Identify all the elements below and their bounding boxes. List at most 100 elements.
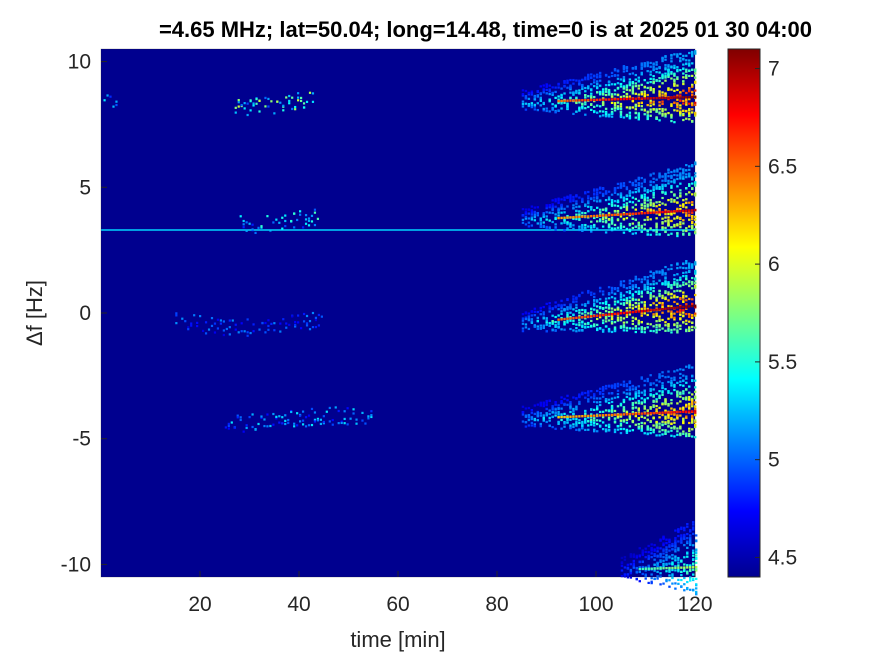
heatmap-cell xyxy=(560,304,563,307)
heatmap-cell xyxy=(628,194,632,197)
heatmap-cell xyxy=(688,421,691,425)
heatmap-cell xyxy=(646,313,649,317)
heatmap-cell xyxy=(613,300,617,303)
heatmap-cell xyxy=(530,93,534,96)
heatmap-cell xyxy=(670,412,673,416)
heatmap-cell xyxy=(566,195,569,198)
heatmap-cell xyxy=(680,560,683,563)
heatmap-cell xyxy=(610,400,614,404)
heatmap-cell xyxy=(625,329,629,332)
heatmap-cell xyxy=(637,385,640,388)
heatmap-cell xyxy=(658,271,661,274)
heatmap-cell xyxy=(619,97,623,101)
heatmap-cell xyxy=(652,181,655,184)
heatmap-cell xyxy=(527,416,531,419)
heatmap-cell xyxy=(578,324,581,327)
heatmap-cell xyxy=(533,424,537,428)
heatmap-cell xyxy=(616,87,620,90)
heatmap-cell xyxy=(610,199,614,202)
heatmap-cell xyxy=(620,564,624,567)
heatmap-cell xyxy=(680,537,683,541)
heatmap-cell xyxy=(545,92,548,95)
heatmap-cell xyxy=(554,213,557,216)
heatmap-cell xyxy=(216,327,220,330)
heatmap-cell xyxy=(279,330,282,333)
heatmap-cell xyxy=(694,113,697,116)
heatmap-cell xyxy=(569,407,572,410)
heatmap-cell xyxy=(691,280,694,284)
heatmap-cell xyxy=(634,396,638,399)
heatmap-cell xyxy=(661,59,664,63)
heatmap-cell xyxy=(655,420,658,424)
heatmap-cell xyxy=(679,407,682,410)
heatmap-cell xyxy=(578,393,581,396)
heatmap-cell xyxy=(649,114,652,117)
heatmap-cell xyxy=(569,303,572,306)
heatmap-cell xyxy=(640,412,643,415)
heatmap-cell xyxy=(575,397,578,400)
heatmap-cell xyxy=(692,544,695,547)
heatmap-cell xyxy=(670,264,673,267)
heatmap-cell xyxy=(655,228,658,231)
heatmap-cell xyxy=(688,111,691,114)
heatmap-cell xyxy=(275,417,278,420)
heatmap-cell xyxy=(610,213,614,217)
heatmap-cell xyxy=(665,551,668,554)
heatmap-cell xyxy=(643,405,646,408)
heatmap-cell xyxy=(691,313,694,317)
heatmap-cell xyxy=(634,73,638,77)
heatmap-cell xyxy=(257,422,260,426)
heatmap-cell xyxy=(628,286,632,289)
heatmap-cell xyxy=(685,260,688,263)
heatmap-cell xyxy=(521,411,525,414)
heatmap-cell xyxy=(587,205,590,208)
heatmap-cell xyxy=(598,214,602,217)
heatmap-cell xyxy=(563,303,566,307)
heatmap-cell xyxy=(694,401,697,404)
heatmap-cell xyxy=(581,291,584,294)
heatmap-cell xyxy=(554,109,557,113)
heatmap-cell xyxy=(653,577,656,580)
heatmap-cell xyxy=(524,223,528,226)
heatmap-cell xyxy=(674,582,677,585)
heatmap-cell xyxy=(563,81,566,84)
heatmap-cell xyxy=(647,581,650,585)
heatmap-cell xyxy=(664,55,667,58)
heatmap-cell xyxy=(646,69,649,73)
heatmap-cell xyxy=(590,312,593,315)
heatmap-cell xyxy=(658,66,661,70)
heatmap-cell xyxy=(634,197,638,201)
heatmap-cell xyxy=(682,315,685,318)
heatmap-cell xyxy=(623,555,627,559)
heatmap-cell xyxy=(655,426,658,429)
heatmap-cell xyxy=(664,329,667,332)
heatmap-cell xyxy=(667,281,670,284)
heatmap-cell xyxy=(313,208,317,211)
heatmap-cell xyxy=(584,204,587,208)
heatmap-cell xyxy=(652,283,655,286)
heatmap-cell xyxy=(685,305,688,308)
heatmap-cell xyxy=(667,268,670,271)
heatmap-cell xyxy=(566,214,569,218)
heatmap-cell xyxy=(625,96,629,99)
heatmap-cell xyxy=(551,106,554,110)
heatmap-cell xyxy=(291,96,294,99)
heatmap-cell xyxy=(596,104,599,107)
heatmap-cell xyxy=(622,298,626,301)
heatmap-cell xyxy=(575,195,578,198)
heatmap-cell xyxy=(638,547,641,550)
heatmap-cell xyxy=(685,201,688,204)
heatmap-cell xyxy=(688,398,691,401)
heatmap-cell xyxy=(581,427,584,430)
heatmap-cell xyxy=(655,110,658,113)
heatmap-cell xyxy=(530,218,534,221)
heatmap-cell xyxy=(239,215,242,218)
heatmap-cell xyxy=(598,199,602,202)
heatmap-cell xyxy=(587,195,590,198)
plot-area xyxy=(100,48,698,596)
heatmap-cell xyxy=(282,109,285,112)
heatmap-cell xyxy=(554,86,557,89)
heatmap-cell xyxy=(604,384,608,388)
heatmap-cell xyxy=(637,188,640,191)
heatmap-cell xyxy=(587,105,590,109)
